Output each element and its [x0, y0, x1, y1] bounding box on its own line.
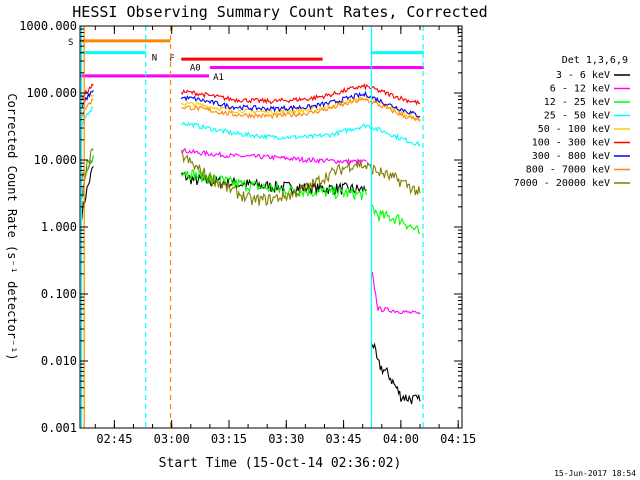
flag-label: S — [68, 38, 73, 48]
x-tick-label: 02:45 — [96, 432, 132, 446]
legend: 3 - 6 keV 6 - 12 keV 12 - 25 keV 25 - 50 ke… — [514, 70, 630, 189]
x-tick-label: 04:15 — [440, 432, 476, 446]
series-line — [371, 342, 421, 405]
y-tick-label: 1.000 — [41, 220, 77, 234]
series-line — [371, 271, 421, 315]
x-tick-label: 03:30 — [268, 432, 304, 446]
flag-label: A1 — [213, 73, 224, 83]
y-tick-label: 0.100 — [41, 287, 77, 301]
legend-label: 25 - 50 keV — [544, 111, 610, 122]
footer-date: 15-Jun-2017 18:54 — [554, 469, 636, 478]
flag-label: F — [169, 54, 174, 64]
x-tick-label: 04:00 — [383, 432, 419, 446]
legend-label: 12 - 25 keV — [544, 97, 610, 108]
y-tick-label: 100.000 — [26, 86, 77, 100]
legend-label: 3 - 6 keV — [556, 70, 610, 81]
mode-flags: S N F A0 A1 — [68, 38, 424, 83]
flag-label: A0 — [190, 64, 201, 74]
axes-layer: 02:45 03:00 03:15 03:30 03:45 04:00 04:15 0.001… — [19, 19, 476, 446]
series-line — [180, 83, 421, 106]
series-line — [181, 97, 421, 122]
y-axis-title: Corrected Count Rate (s⁻¹ detector⁻¹) — [5, 93, 19, 360]
legend-label: 800 - 7000 keV — [526, 165, 610, 176]
chart-title: HESSI Observing Summary Count Rates, Cor… — [72, 3, 487, 21]
series-line — [181, 121, 421, 147]
legend-label: 6 - 12 keV — [550, 84, 610, 95]
legend-title: Det 1,3,6,9 — [562, 55, 628, 66]
series-line — [180, 90, 421, 118]
x-axis-title: Start Time (15-Oct-14 02:36:02) — [159, 456, 402, 471]
y-tick-label: 1000.000 — [19, 19, 77, 33]
series-line — [180, 147, 367, 166]
x-tick-label: 03:45 — [326, 432, 362, 446]
series-line — [181, 169, 368, 201]
legend-label: 300 - 800 keV — [532, 151, 610, 162]
series-line — [180, 149, 421, 207]
x-tick-label: 03:15 — [211, 432, 247, 446]
y-tick-label: 0.010 — [41, 354, 77, 368]
legend-label: 100 - 300 keV — [532, 138, 610, 149]
y-tick-label: 0.001 — [41, 421, 77, 435]
series-line — [371, 204, 421, 235]
legend-label: 7000 - 20000 keV — [514, 178, 610, 189]
flag-label: N — [152, 54, 157, 64]
legend-label: 50 - 100 keV — [538, 124, 610, 135]
x-tick-label: 03:00 — [154, 432, 190, 446]
series-line — [181, 95, 421, 123]
y-tick-label: 10.000 — [34, 153, 77, 167]
